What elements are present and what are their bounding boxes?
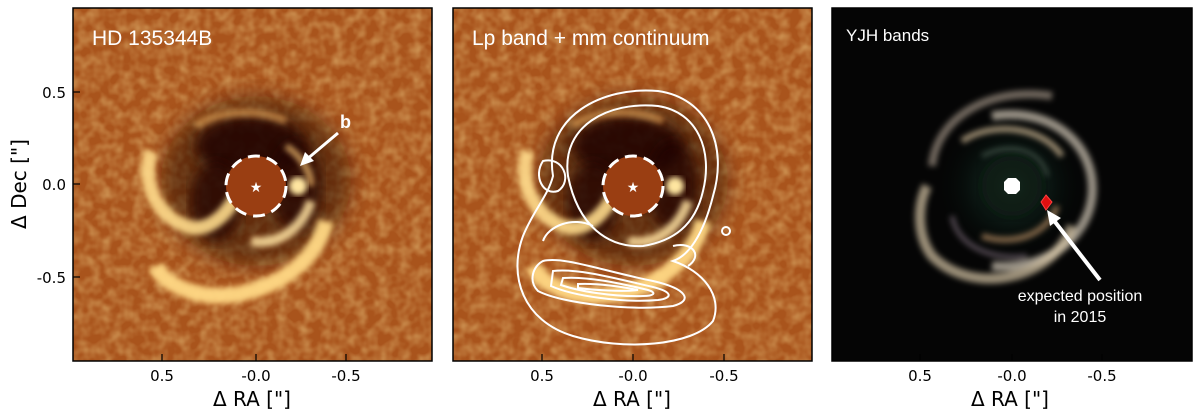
ytick-label: 0.0 xyxy=(42,176,66,194)
xtick-label: 0.5 xyxy=(150,367,174,385)
mask-outline xyxy=(224,154,288,218)
mm-contours xyxy=(516,89,731,346)
annotation-line-2: in 2015 xyxy=(1054,309,1107,326)
coronagraph-mask xyxy=(226,156,286,216)
ytick-label: 0.5 xyxy=(42,84,66,102)
star-marker-icon: ★ xyxy=(250,180,263,196)
panel-1-xaxis: 0.5 -0.0 -0.5 Δ RA ["] xyxy=(150,354,361,411)
xtick-label: -0.0 xyxy=(241,367,270,385)
panel-1-title: HD 135344B xyxy=(92,27,212,50)
panel-2: ★ Lp band + mm continuum 0.5 -0.0 -0.5 Δ… xyxy=(452,7,813,411)
xtick-label: -0.5 xyxy=(709,367,738,385)
panel-3: expected position in 2015 YJH bands 0.5 … xyxy=(831,7,1193,411)
annotation-line-1: expected position xyxy=(1018,288,1143,305)
panel-2-xaxis: 0.5 -0.0 -0.5 Δ RA ["] xyxy=(530,354,739,411)
mask-outline xyxy=(601,154,665,218)
xtick-label: -0.0 xyxy=(618,367,647,385)
arrow-icon xyxy=(1047,210,1102,282)
panel-2-image: ★ Lp band + mm continuum xyxy=(453,8,812,361)
xtick-label: 0.5 xyxy=(530,367,554,385)
panel-3-xaxis: 0.5 -0.0 -0.5 Δ RA ["] xyxy=(908,354,1117,411)
xtick-label: -0.5 xyxy=(331,367,360,385)
xtick-label: -0.5 xyxy=(1087,367,1116,385)
star-marker-icon xyxy=(1004,178,1020,194)
x-axis-label: Δ RA ["] xyxy=(971,387,1049,411)
planet-label: b xyxy=(340,112,351,132)
xtick-label: 0.5 xyxy=(908,367,932,385)
x-axis-label: Δ RA ["] xyxy=(593,387,671,411)
ytick-label: -0.5 xyxy=(37,269,66,287)
arrow-icon xyxy=(300,131,339,166)
panel-1: ★ b HD 135344B 0.5 0.0 -0.5 Δ Dec ["] xyxy=(7,7,433,411)
panel-2-title: Lp band + mm continuum xyxy=(472,27,710,50)
xtick-label: -0.0 xyxy=(997,367,1026,385)
coronagraph-mask xyxy=(603,156,663,216)
panel-1-yaxis: 0.5 0.0 -0.5 Δ Dec ["] xyxy=(7,84,80,287)
panel-1-image: ★ b HD 135344B xyxy=(73,8,432,361)
panel-3-image: expected position in 2015 YJH bands xyxy=(832,8,1192,361)
expected-position-marker xyxy=(1040,194,1053,211)
star-marker-icon: ★ xyxy=(627,180,640,196)
y-axis-label: Δ Dec ["] xyxy=(7,139,31,229)
x-axis-label: Δ RA ["] xyxy=(213,387,291,411)
panel-3-title: YJH bands xyxy=(846,26,929,45)
